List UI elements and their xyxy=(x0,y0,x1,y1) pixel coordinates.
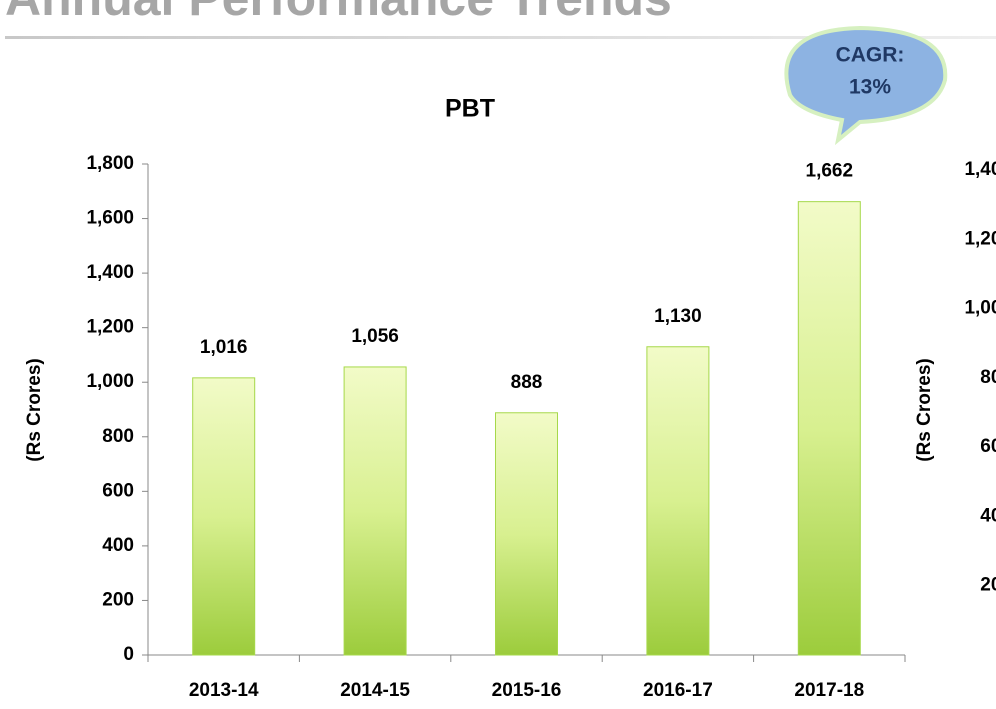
value-label: 1,662 xyxy=(806,161,854,182)
y-tick-label: 1,000 xyxy=(964,298,996,319)
value-label: 888 xyxy=(511,372,543,393)
y-tick-label: 400 xyxy=(102,535,134,556)
y-tick-label: 1,600 xyxy=(86,208,134,229)
y-tick-label: 600 xyxy=(102,480,134,501)
y-tick-label: 200 xyxy=(102,589,134,610)
title-rule xyxy=(5,36,996,39)
y-tick-label: 1,200 xyxy=(86,317,134,338)
bar xyxy=(495,412,558,656)
value-label: 1,130 xyxy=(654,306,702,327)
y-axis-label: (Rs Crores) xyxy=(914,358,935,461)
y-tick-label: 1,400 xyxy=(964,159,996,180)
y-tick-label: 800 xyxy=(102,426,134,447)
callout-text: CAGR: xyxy=(836,44,905,67)
y-axis-label: (Rs Crores) xyxy=(24,358,45,461)
y-tick-label: 800 xyxy=(980,367,996,388)
y-tick-label: 0 xyxy=(123,644,134,665)
y-tick-label: 400 xyxy=(980,505,996,526)
y-tick-label: 1,200 xyxy=(964,228,996,249)
x-tick-label: 2015-16 xyxy=(492,680,562,701)
chart-title: PBT xyxy=(445,95,495,123)
x-tick-label: 2013-14 xyxy=(189,680,259,701)
bar xyxy=(646,346,710,656)
callout xyxy=(784,25,948,146)
x-tick-label: 2014-15 xyxy=(340,680,410,701)
y-tick-label: 200 xyxy=(980,575,996,596)
y-tick-label: 600 xyxy=(980,436,996,457)
x-tick-label: 2016-17 xyxy=(643,680,713,701)
callout-text: 13% xyxy=(849,76,891,99)
bar xyxy=(192,377,256,656)
x-tick-label: 2017-18 xyxy=(794,680,864,701)
y-tick-label: 1,800 xyxy=(86,153,134,174)
bar xyxy=(343,366,407,656)
value-label: 1,016 xyxy=(200,337,248,358)
slide-title: Annual Performance Trends xyxy=(5,0,672,26)
callout-bubble xyxy=(784,25,948,146)
y-tick-label: 1,400 xyxy=(86,262,134,283)
value-label: 1,056 xyxy=(351,326,399,347)
bar xyxy=(797,201,861,656)
y-tick-label: 1,000 xyxy=(86,371,134,392)
